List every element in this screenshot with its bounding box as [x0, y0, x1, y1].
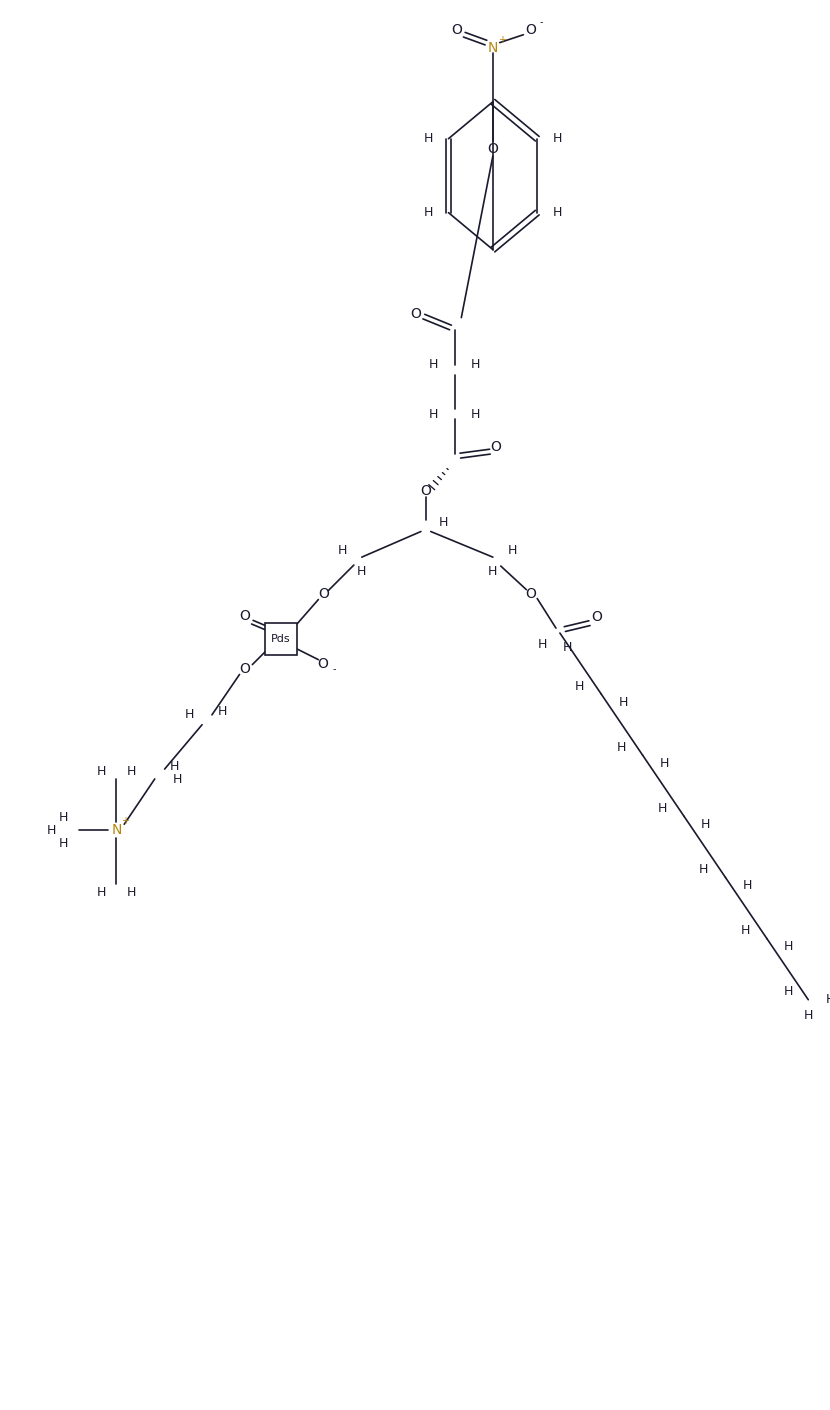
Text: H: H — [97, 885, 106, 898]
Text: H: H — [439, 516, 448, 529]
Text: N: N — [111, 823, 121, 838]
Text: +: + — [498, 35, 505, 45]
FancyBboxPatch shape — [265, 623, 296, 654]
Text: O: O — [487, 142, 498, 157]
Text: O: O — [491, 440, 501, 454]
Text: -: - — [540, 17, 543, 27]
Text: H: H — [429, 358, 438, 371]
Text: H: H — [784, 986, 793, 998]
Text: H: H — [618, 695, 627, 709]
Text: H: H — [784, 940, 793, 953]
Text: O: O — [420, 484, 432, 498]
Text: H: H — [218, 705, 227, 719]
Text: H: H — [743, 878, 752, 893]
Text: H: H — [184, 708, 194, 722]
Text: H: H — [552, 133, 562, 145]
Text: H: H — [803, 1010, 813, 1022]
Text: H: H — [357, 565, 367, 578]
Text: O: O — [317, 657, 328, 671]
Text: H: H — [170, 760, 179, 773]
Text: H: H — [471, 358, 480, 371]
Text: H: H — [575, 680, 584, 692]
Text: H: H — [657, 802, 667, 815]
Text: H: H — [825, 993, 830, 1007]
Text: O: O — [318, 587, 329, 601]
Text: H: H — [429, 407, 438, 420]
Text: H: H — [58, 836, 68, 849]
Text: O: O — [525, 587, 535, 601]
Text: H: H — [508, 544, 517, 557]
Text: O: O — [525, 23, 535, 37]
Text: H: H — [58, 811, 68, 823]
Text: H: H — [471, 407, 480, 420]
Text: +: + — [121, 816, 129, 826]
Text: N: N — [488, 41, 498, 55]
Text: O: O — [239, 661, 250, 675]
Text: H: H — [660, 757, 669, 770]
Text: H: H — [46, 823, 56, 836]
Text: O: O — [411, 306, 422, 320]
Text: H: H — [552, 206, 562, 219]
Text: O: O — [451, 23, 461, 37]
Text: H: H — [563, 642, 573, 654]
Text: Pds: Pds — [271, 634, 290, 644]
Text: H: H — [173, 774, 182, 787]
Text: H: H — [126, 764, 136, 777]
Text: H: H — [126, 885, 136, 898]
Text: H: H — [424, 206, 433, 219]
Text: -: - — [332, 664, 336, 674]
Text: H: H — [701, 818, 710, 830]
Text: H: H — [538, 639, 547, 651]
Text: H: H — [424, 133, 433, 145]
Text: H: H — [740, 924, 749, 938]
Text: H: H — [97, 764, 106, 777]
Text: H: H — [337, 544, 347, 557]
Text: O: O — [239, 609, 250, 623]
Text: H: H — [699, 863, 709, 876]
Text: H: H — [617, 740, 626, 754]
Text: H: H — [488, 565, 497, 578]
Text: O: O — [591, 611, 602, 625]
